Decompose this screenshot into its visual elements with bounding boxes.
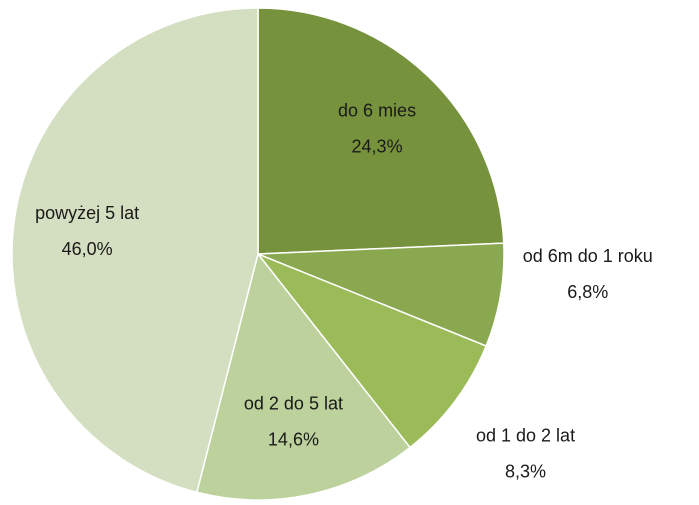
slice-label: powyżej 5 lat bbox=[35, 203, 139, 223]
slice-label: od 2 do 5 lat bbox=[244, 393, 343, 413]
slice-label: od 6m do 1 roku bbox=[523, 246, 653, 266]
pie-slice bbox=[11, 7, 259, 494]
slice-label: do 6 mies bbox=[338, 100, 416, 120]
slice-value: 46,0% bbox=[62, 239, 113, 259]
slice-label: od 1 do 2 lat bbox=[476, 426, 575, 446]
pie-slice bbox=[195, 252, 412, 501]
pie-slice bbox=[257, 242, 505, 347]
pie-slice bbox=[257, 7, 505, 255]
slice-value: 6,8% bbox=[567, 282, 608, 302]
pie-slice bbox=[255, 252, 488, 449]
slice-value: 14,6% bbox=[268, 429, 319, 449]
slice-value: 8,3% bbox=[505, 462, 546, 482]
slice-value: 24,3% bbox=[352, 136, 403, 156]
